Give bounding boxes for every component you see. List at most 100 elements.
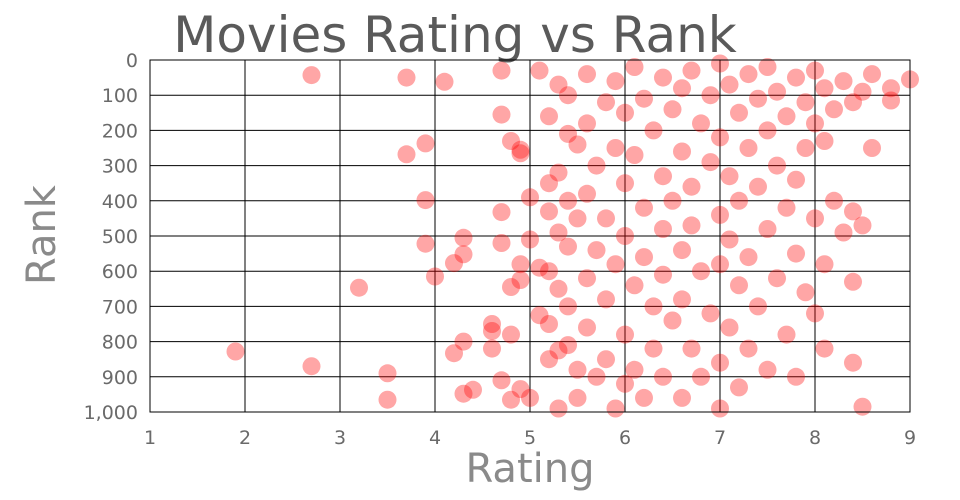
data-point <box>559 237 577 256</box>
y-tick-label: 200 <box>102 120 138 142</box>
data-point <box>711 205 729 224</box>
data-point <box>502 278 520 296</box>
data-point <box>378 364 397 383</box>
data-point <box>682 339 701 358</box>
y-tick-label: 700 <box>102 296 138 318</box>
data-point <box>730 276 748 295</box>
data-point <box>445 254 463 273</box>
data-point <box>540 107 558 126</box>
data-point <box>464 380 482 399</box>
data-point <box>302 66 321 85</box>
data-point <box>426 267 444 286</box>
data-point <box>492 203 511 222</box>
data-point <box>521 230 539 249</box>
data-point <box>549 341 568 360</box>
data-point <box>625 146 644 164</box>
x-tick-label: 7 <box>714 427 726 449</box>
data-point <box>568 135 587 154</box>
data-point <box>578 184 596 203</box>
data-point <box>483 322 501 340</box>
data-point <box>815 255 834 274</box>
plot-frame <box>149 59 911 413</box>
data-point <box>492 61 511 80</box>
data-point <box>825 100 843 119</box>
data-point <box>350 278 368 297</box>
data-point <box>682 177 701 196</box>
data-point <box>578 65 596 84</box>
data-point <box>720 230 739 249</box>
data-point <box>711 128 729 147</box>
data-point <box>663 191 682 210</box>
data-point <box>578 269 596 288</box>
data-point <box>644 297 663 316</box>
data-point <box>435 72 454 91</box>
data-point <box>559 297 577 316</box>
data-point <box>521 388 539 407</box>
data-points <box>226 54 919 418</box>
data-point <box>625 58 644 76</box>
data-point <box>692 114 710 133</box>
data-point <box>796 283 815 302</box>
data-point <box>483 315 501 333</box>
data-point <box>730 378 748 397</box>
data-point <box>787 170 805 189</box>
data-point <box>454 245 473 264</box>
data-point <box>644 339 663 358</box>
data-point <box>530 306 549 325</box>
data-point <box>768 269 786 288</box>
data-point <box>853 82 872 101</box>
data-point <box>654 68 672 87</box>
data-point <box>758 360 777 379</box>
data-point <box>616 374 634 393</box>
data-point <box>540 174 558 193</box>
data-point <box>663 100 682 119</box>
data-point <box>454 228 473 247</box>
data-point <box>587 241 606 260</box>
data-point <box>673 142 691 161</box>
y-tick-label: 0 <box>126 50 138 72</box>
data-point <box>844 272 862 291</box>
data-point <box>768 156 786 175</box>
data-point <box>625 360 644 379</box>
data-point <box>739 65 758 84</box>
data-point <box>720 167 739 186</box>
data-point <box>806 304 824 323</box>
data-point <box>749 297 767 316</box>
x-axis-title: Rating <box>466 446 595 492</box>
data-point <box>825 191 843 210</box>
data-point <box>777 107 796 126</box>
data-point <box>559 124 577 143</box>
data-point <box>787 367 805 386</box>
data-point <box>302 357 321 376</box>
data-point <box>739 339 758 358</box>
data-point <box>587 367 606 386</box>
x-tick-label: 9 <box>904 427 916 449</box>
data-point <box>397 68 416 87</box>
data-point <box>806 209 824 228</box>
data-point <box>673 241 691 260</box>
data-point <box>882 79 900 98</box>
data-point <box>635 388 653 407</box>
data-point <box>511 144 530 163</box>
data-point <box>606 139 625 157</box>
data-point <box>673 290 691 309</box>
data-point <box>853 397 872 416</box>
data-point <box>502 390 520 409</box>
data-point <box>568 209 587 228</box>
data-point <box>521 188 539 207</box>
data-point <box>578 318 596 337</box>
data-point <box>682 61 701 80</box>
data-point <box>844 202 862 221</box>
data-point <box>720 318 739 337</box>
data-point <box>749 89 767 108</box>
data-point <box>540 202 558 221</box>
data-point <box>597 290 615 309</box>
data-point <box>768 82 786 101</box>
data-point <box>635 89 653 108</box>
y-tick-label: 900 <box>102 367 138 389</box>
data-point <box>549 223 568 242</box>
data-point <box>673 79 691 98</box>
data-point <box>511 271 530 289</box>
data-point <box>378 390 397 409</box>
